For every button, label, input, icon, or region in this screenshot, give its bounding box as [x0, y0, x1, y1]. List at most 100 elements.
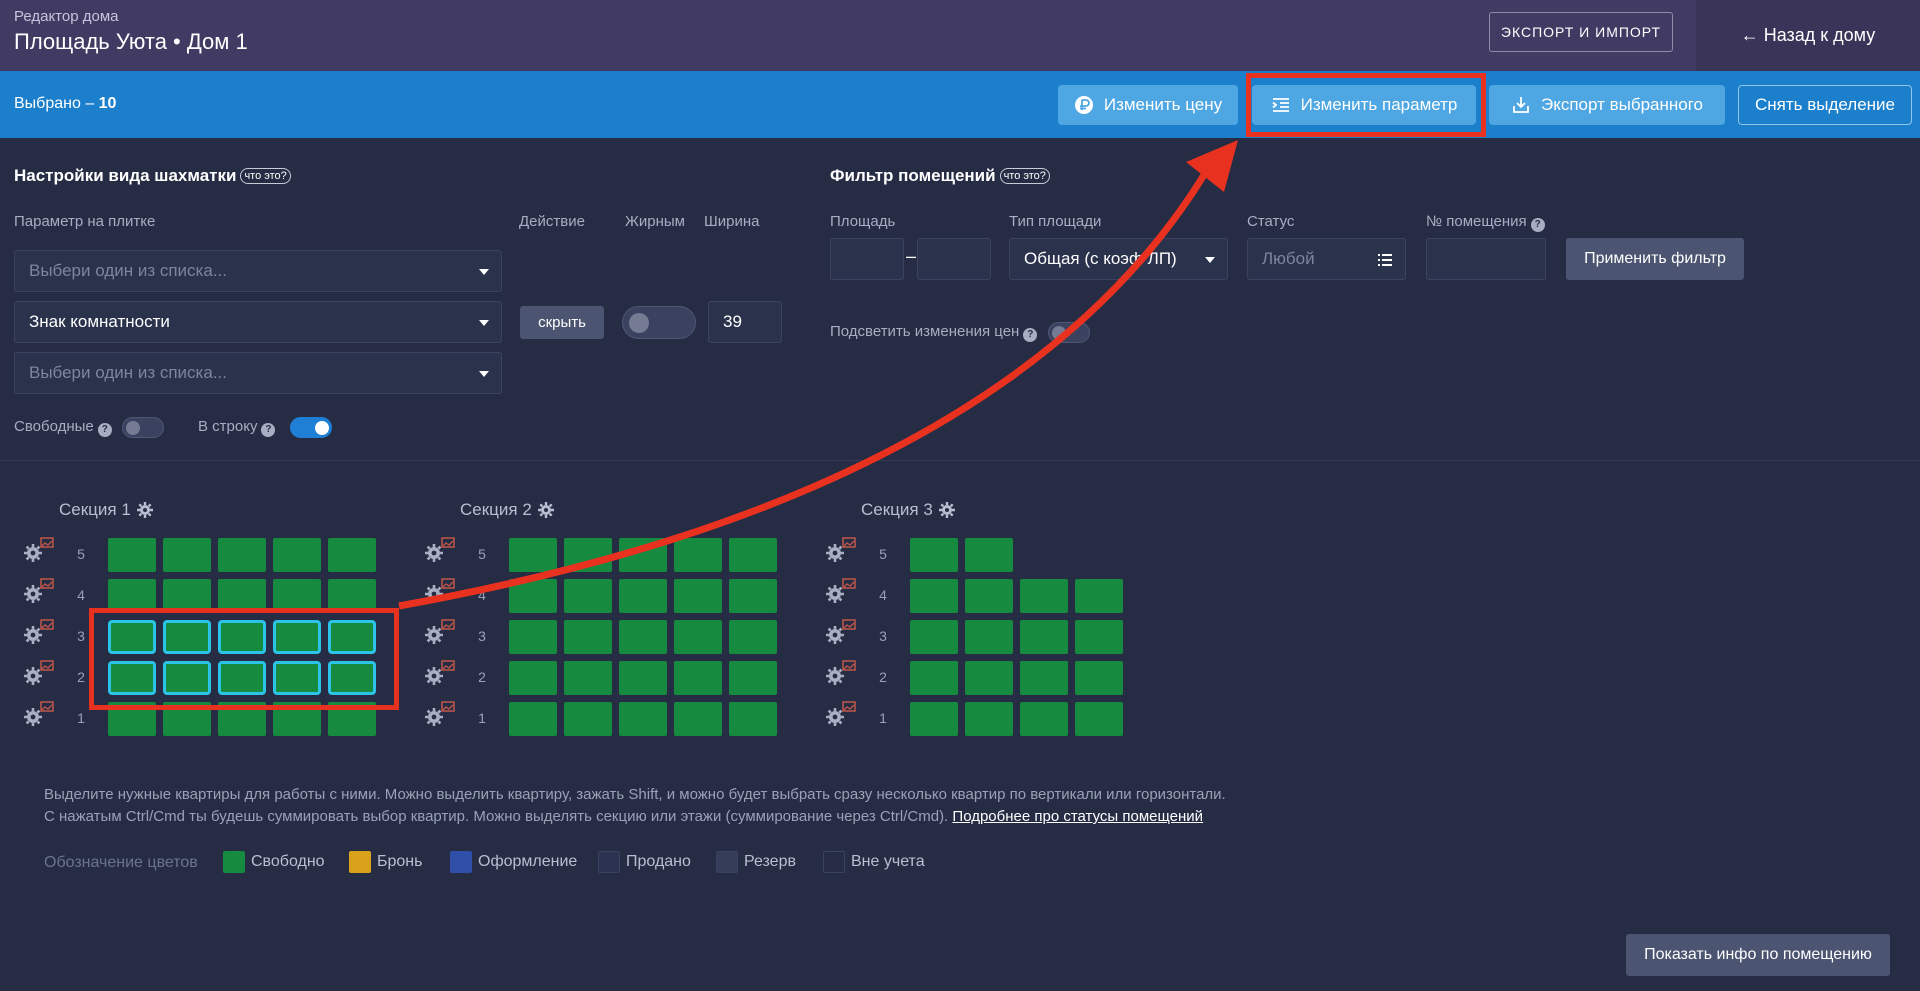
apartment-tile[interactable]	[273, 579, 321, 613]
apartment-tile[interactable]	[674, 702, 722, 736]
floor-settings-icon[interactable]	[423, 659, 457, 689]
floor-number[interactable]: 3	[478, 628, 486, 644]
apartment-tile[interactable]	[163, 538, 211, 572]
area-from-input[interactable]	[830, 238, 904, 280]
statuses-link[interactable]: Подробнее про статусы помещений	[952, 808, 1204, 825]
floor-settings-icon[interactable]	[423, 577, 457, 607]
apartment-tile[interactable]	[328, 538, 376, 572]
apartment-tile-selected[interactable]	[108, 661, 156, 695]
apartment-tile[interactable]	[564, 538, 612, 572]
apartment-tile[interactable]	[965, 620, 1013, 654]
floor-number[interactable]: 2	[879, 669, 887, 685]
floor-number[interactable]: 2	[478, 669, 486, 685]
apartment-tile[interactable]	[910, 702, 958, 736]
area-type-select[interactable]: Общая (с коэф ЛП)	[1009, 238, 1228, 280]
tile-param-select-3[interactable]: Выбери один из списка...	[14, 352, 502, 394]
status-select[interactable]: Любой	[1247, 238, 1406, 280]
apartment-tile[interactable]	[619, 579, 667, 613]
apartment-tile[interactable]	[163, 579, 211, 613]
floor-number[interactable]: 4	[77, 587, 85, 603]
floor-settings-icon[interactable]	[22, 577, 56, 607]
floor-settings-icon[interactable]	[22, 700, 56, 730]
apartment-tile[interactable]	[273, 538, 321, 572]
apartment-tile[interactable]	[509, 579, 557, 613]
apartment-tile[interactable]	[910, 538, 958, 572]
floor-settings-icon[interactable]	[423, 618, 457, 648]
apartment-tile[interactable]	[1075, 702, 1123, 736]
floor-number[interactable]: 3	[879, 628, 887, 644]
apply-filter-button[interactable]: Применить фильтр	[1566, 238, 1744, 280]
apartment-tile[interactable]	[965, 579, 1013, 613]
apartment-tile[interactable]	[619, 538, 667, 572]
apartment-tile[interactable]	[1020, 661, 1068, 695]
inline-toggle[interactable]	[290, 417, 332, 438]
apartment-tile[interactable]	[729, 538, 777, 572]
apartment-tile[interactable]	[509, 661, 557, 695]
gear-icon[interactable]	[938, 502, 955, 518]
export-import-button[interactable]: Экспорт и импорт	[1489, 12, 1673, 52]
what-is-it-badge[interactable]: что это?	[240, 168, 291, 184]
apartment-tile[interactable]	[108, 702, 156, 736]
apartment-tile-selected[interactable]	[273, 620, 321, 654]
floor-number[interactable]: 5	[478, 546, 486, 562]
help-icon[interactable]: ?	[261, 422, 276, 437]
apartment-tile[interactable]	[910, 620, 958, 654]
gear-icon[interactable]	[136, 502, 153, 518]
tile-param-select-2[interactable]: Знак комнатности	[14, 301, 502, 343]
apartment-tile[interactable]	[619, 702, 667, 736]
help-icon[interactable]: ?	[1023, 327, 1038, 342]
floor-number[interactable]: 4	[879, 587, 887, 603]
floor-number[interactable]: 4	[478, 587, 486, 603]
width-input[interactable]: 39	[708, 301, 782, 343]
floor-settings-icon[interactable]	[423, 700, 457, 730]
apartment-tile[interactable]	[564, 620, 612, 654]
floor-settings-icon[interactable]	[423, 536, 457, 566]
apartment-tile[interactable]	[328, 579, 376, 613]
back-to-house-button[interactable]: ← Назад к дому	[1696, 0, 1920, 71]
show-room-info-button[interactable]: Показать инфо по помещению	[1626, 934, 1890, 976]
apartment-tile[interactable]	[509, 702, 557, 736]
apartment-tile[interactable]	[108, 579, 156, 613]
apartment-tile[interactable]	[1075, 579, 1123, 613]
tile-param-select-1[interactable]: Выбери один из списка...	[14, 250, 502, 292]
apartment-tile[interactable]	[619, 661, 667, 695]
apartment-tile[interactable]	[108, 538, 156, 572]
apartment-tile-selected[interactable]	[163, 661, 211, 695]
bold-toggle[interactable]	[622, 306, 696, 339]
apartment-tile[interactable]	[674, 579, 722, 613]
apartment-tile[interactable]	[674, 661, 722, 695]
apartment-tile[interactable]	[674, 538, 722, 572]
apartment-tile[interactable]	[218, 579, 266, 613]
apartment-tile[interactable]	[1020, 579, 1068, 613]
apartment-tile[interactable]	[564, 702, 612, 736]
apartment-tile[interactable]	[910, 661, 958, 695]
apartment-tile[interactable]	[1075, 661, 1123, 695]
apartment-tile[interactable]	[619, 620, 667, 654]
apartment-tile-selected[interactable]	[328, 620, 376, 654]
floor-settings-icon[interactable]	[824, 577, 858, 607]
apartment-tile[interactable]	[564, 661, 612, 695]
free-toggle[interactable]	[122, 417, 164, 438]
floor-number[interactable]: 1	[879, 710, 887, 726]
apartment-tile-selected[interactable]	[218, 620, 266, 654]
floor-number[interactable]: 3	[77, 628, 85, 644]
apartment-tile-selected[interactable]	[108, 620, 156, 654]
apartment-tile-selected[interactable]	[273, 661, 321, 695]
apartment-tile[interactable]	[564, 579, 612, 613]
apartment-tile[interactable]	[509, 538, 557, 572]
apartment-tile[interactable]	[273, 702, 321, 736]
floor-number[interactable]: 1	[77, 710, 85, 726]
floor-settings-icon[interactable]	[824, 700, 858, 730]
area-to-input[interactable]	[917, 238, 991, 280]
floor-number[interactable]: 2	[77, 669, 85, 685]
floor-settings-icon[interactable]	[22, 536, 56, 566]
apartment-tile[interactable]	[509, 620, 557, 654]
clear-selection-button[interactable]: Снять выделение	[1738, 85, 1912, 125]
gear-icon[interactable]	[537, 502, 554, 518]
apartment-tile[interactable]	[1020, 702, 1068, 736]
highlight-changes-toggle[interactable]	[1048, 322, 1090, 343]
apartment-tile-selected[interactable]	[218, 661, 266, 695]
hide-button[interactable]: скрыть	[520, 306, 604, 339]
apartment-tile[interactable]	[729, 661, 777, 695]
apartment-tile[interactable]	[674, 620, 722, 654]
